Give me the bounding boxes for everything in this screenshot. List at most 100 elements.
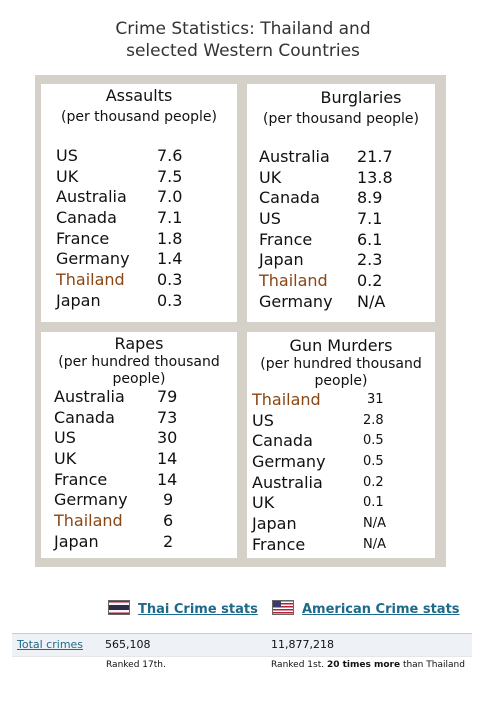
country-value: 7.0	[157, 187, 183, 207]
panel-rows: US 7.6 UK 7.5 Australia 7.0 Canada 7.1 Franc…	[41, 146, 237, 312]
us-total-value: 11,877,218	[271, 638, 334, 651]
country-name: UK	[259, 167, 282, 187]
total-crimes-link[interactable]: Total crimes	[17, 638, 84, 651]
country-name: Australia	[56, 187, 127, 207]
legend-thai: Thai Crime stats	[108, 600, 258, 617]
country-value: 0.5	[363, 454, 384, 470]
stats-grid: Assaults (per thousand people) US 7.6 UK 7…	[35, 75, 446, 567]
usa-flag-icon	[272, 600, 294, 615]
panel-subtitle: (per thousand people)	[61, 109, 217, 125]
country-name: Germany	[56, 249, 130, 269]
country-name: Japan	[54, 531, 99, 551]
table-row: UK 14	[41, 449, 237, 470]
country-name: Canada	[54, 407, 115, 427]
country-name: US	[252, 410, 274, 430]
country-name: Canada	[252, 431, 313, 451]
country-value: 0.3	[157, 290, 183, 310]
country-name: Canada	[259, 188, 320, 208]
table-row: Thailand 6	[41, 511, 237, 532]
table-row: France 1.8	[41, 229, 237, 250]
table-row: US 30	[41, 428, 237, 449]
country-value: 9	[163, 490, 174, 510]
country-name: US	[54, 428, 76, 448]
country-value: 2	[163, 531, 174, 551]
table-row: Japan 2.3	[247, 250, 435, 271]
panel-rows: Australia 21.7 UK 13.8 Canada 8.9 US 7.1 Fra…	[247, 147, 435, 313]
country-name-highlight: Thailand	[259, 271, 328, 291]
panel-title: Rapes	[114, 334, 164, 353]
country-value: 21.7	[357, 147, 393, 166]
country-name: Japan	[56, 290, 101, 310]
country-value: 14	[157, 469, 178, 489]
table-row: Australia 79	[41, 387, 237, 408]
panel-burglaries: Burglaries (per thousand people) Austral…	[247, 84, 435, 322]
table-row: Germany 0.5	[247, 452, 435, 473]
country-value: 13.8	[357, 167, 393, 187]
total-crimes-row: Total crimes 565,108 11,877,218	[12, 633, 472, 657]
table-row: Australia 21.7	[247, 147, 435, 168]
country-value: 6.1	[357, 229, 383, 249]
us-rank-bold: 20 times more	[326, 660, 401, 670]
country-value: 31	[367, 392, 384, 407]
country-name-highlight: Thailand	[252, 390, 321, 409]
panel-header: Burglaries (per thousand people)	[247, 88, 435, 128]
table-row: France 14	[41, 470, 237, 491]
country-name: France	[54, 469, 108, 489]
legend-us: American Crime stats	[272, 600, 460, 617]
table-row: Canada 73	[41, 408, 237, 429]
table-row: France N/A	[247, 535, 435, 556]
country-name: Australia	[259, 147, 330, 166]
panel-title: Burglaries	[320, 88, 402, 107]
country-value: 7.5	[157, 166, 183, 186]
table-row: Australia 7.0	[41, 187, 237, 208]
country-name: Germany	[54, 490, 128, 510]
country-name: US	[56, 146, 78, 165]
country-value: 79	[157, 387, 178, 406]
country-name: Germany	[252, 452, 326, 472]
country-name: France	[259, 229, 313, 249]
thailand-flag-icon	[108, 600, 130, 615]
country-value: 6	[163, 511, 174, 531]
table-row: UK 13.8	[247, 168, 435, 189]
country-value: N/A	[363, 516, 386, 532]
country-value: 7.1	[157, 208, 183, 228]
country-name-highlight: Thailand	[54, 511, 123, 531]
us-rank-text: Ranked 1st. 20 times more than Thailand	[271, 660, 465, 670]
panel-header: Gun Murders (per hundred thousand people…	[247, 336, 435, 390]
country-value: 14	[157, 449, 178, 469]
panel-title: Gun Murders	[289, 336, 393, 355]
title-line-2: selected Western Countries	[126, 41, 360, 61]
panel-subtitle: (per thousand people)	[263, 111, 419, 127]
country-value: 1.8	[157, 228, 183, 248]
panel-header: Rapes (per hundred thousand people)	[41, 334, 237, 388]
panel-subtitle: people)	[112, 371, 166, 387]
country-value: 73	[157, 407, 178, 427]
country-value: 0.1	[363, 495, 384, 511]
country-value: 2.8	[363, 412, 384, 428]
thai-crime-stats-link[interactable]: Thai Crime stats	[138, 602, 258, 617]
country-value: N/A	[357, 291, 386, 311]
country-name-highlight: Thailand	[56, 270, 125, 290]
american-crime-stats-link[interactable]: American Crime stats	[302, 602, 460, 617]
panel-subtitle: (per hundred thousand	[58, 354, 220, 370]
page-title: Crime Statistics: Thailand and selected …	[0, 18, 486, 62]
table-row: Canada 7.1	[41, 208, 237, 229]
panel-assaults: Assaults (per thousand people) US 7.6 UK 7…	[41, 84, 237, 322]
panel-rapes: Rapes (per hundred thousand people) Aust…	[41, 332, 237, 558]
country-value: 1.4	[157, 249, 183, 269]
country-value: 8.9	[357, 188, 383, 208]
table-row: Canada 0.5	[247, 431, 435, 452]
panel-header: Assaults (per thousand people)	[41, 86, 237, 126]
country-name: Canada	[56, 208, 117, 228]
table-row: France 6.1	[247, 230, 435, 251]
panel-rows: Thailand 31 US 2.8 Canada 0.5 Germany 0.5 Au…	[247, 390, 435, 556]
country-name: UK	[56, 166, 79, 186]
table-row: Germany N/A	[247, 292, 435, 313]
country-value: 2.3	[357, 250, 383, 270]
panel-subtitle: (per hundred thousand	[260, 356, 422, 372]
panel-title: Assaults	[105, 86, 173, 105]
country-name: Australia	[252, 472, 323, 492]
panel-subtitle: people)	[314, 373, 368, 389]
country-value: 7.1	[357, 209, 383, 229]
country-name: Japan	[252, 514, 297, 534]
